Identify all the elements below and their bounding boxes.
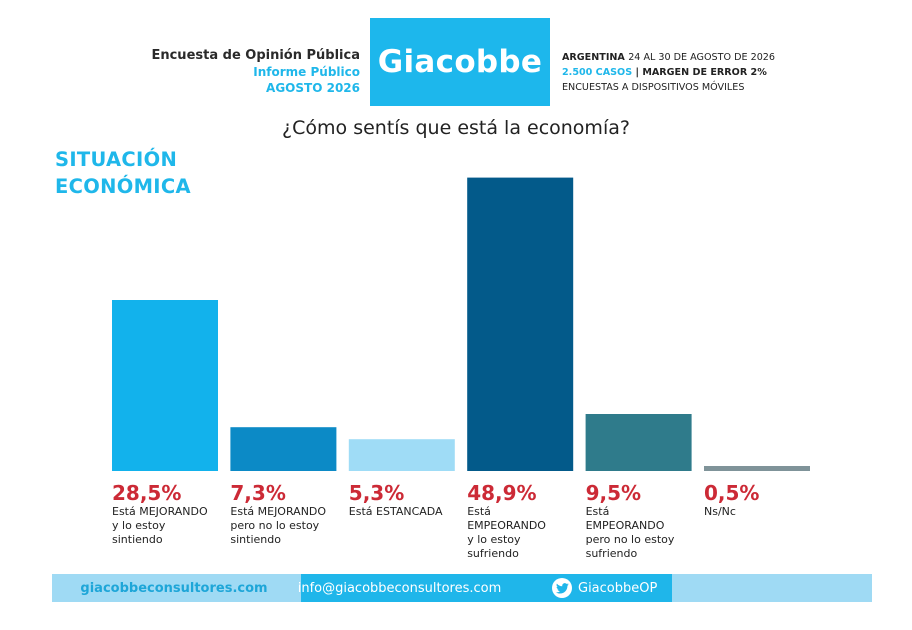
cases: 2.500 CASOS — [562, 67, 633, 78]
category-label-6: Ns/Nc — [704, 505, 736, 518]
website-link[interactable]: giacobbeconsultores.com — [80, 580, 268, 596]
category-label-2: Está MEJORANDO pero no lo estoy sintiend… — [230, 505, 327, 546]
value-label-2: 7,3% — [230, 481, 286, 505]
footer: giacobbeconsultores.com info@giacobbecon… — [52, 574, 872, 602]
section-title: SITUACIÓN ECONÓMICA — [55, 146, 191, 200]
section-title-line-2: ECONÓMICA — [55, 175, 191, 198]
report-type: Informe Público — [253, 65, 360, 79]
bar-label-3: 5,3% Está ESTANCADA — [349, 482, 467, 519]
field-dates: 24 AL 30 DE AGOSTO DE 2026 — [628, 52, 776, 63]
bar-label-4: 48,9% Está EMPEORANDO y lo estoy sufriend… — [467, 482, 585, 561]
value-label-1: 28,5% — [112, 481, 182, 505]
bar-chart — [112, 177, 810, 471]
bar-3 — [348, 439, 455, 471]
email-link[interactable]: info@giacobbeconsultores.com — [297, 574, 588, 602]
value-label-6: 0,5% — [704, 481, 760, 505]
category-label-3: Está ESTANCADA — [348, 505, 443, 518]
bar-label-5: 9,5% Está EMPEORANDO pero no lo estoy suf… — [586, 482, 704, 561]
bar-5 — [585, 414, 692, 471]
bar-label-6: 0,5% Ns/Nc — [704, 482, 822, 519]
report-date: AGOSTO 2026 — [266, 81, 360, 95]
bar-label-2: 7,3% Está MEJORANDO pero no lo estoy sint… — [230, 482, 348, 547]
bar-6 — [704, 466, 810, 471]
value-label-4: 48,9% — [467, 481, 537, 505]
survey-title: Encuesta de Opinión Pública — [151, 48, 360, 63]
bar-4 — [467, 177, 574, 471]
category-label-1: Está MEJORANDO y lo estoy sintiendo — [112, 505, 208, 546]
header-right: ARGENTINA 24 AL 30 DE AGOSTO DE 2026 2.5… — [562, 52, 776, 93]
margin-of-error: MARGEN DE ERROR 2% — [642, 67, 767, 78]
question: ¿Cómo sentís que está la economía? — [282, 117, 630, 139]
section-title-line-1: SITUACIÓN — [55, 148, 178, 171]
brand-logo: Giacobbe — [370, 18, 550, 106]
twitter-bird-icon — [552, 578, 572, 598]
value-label-5: 9,5% — [585, 481, 642, 505]
twitter-handle: GiacobbeOP — [578, 580, 658, 596]
bar-label-1: 28,5% Está MEJORANDO y lo estoy sintiendo — [112, 482, 230, 547]
category-label-4: Está EMPEORANDO y lo estoy sufriendo — [467, 505, 546, 560]
country: ARGENTINA — [562, 52, 625, 63]
survey-method: ENCUESTAS A DISPOSITIVOS MÓVILES — [562, 82, 745, 93]
category-label-5: Está EMPEORANDO pero no lo estoy sufrien… — [585, 505, 675, 560]
email-text: info@giacobbeconsultores.com — [297, 580, 502, 596]
twitter-link[interactable]: GiacobbeOP — [544, 574, 672, 602]
bar-1 — [112, 300, 218, 471]
value-label-3: 5,3% — [348, 481, 405, 505]
header-left: Encuesta de Opinión Pública Informe Públ… — [151, 48, 360, 96]
bar-2 — [230, 427, 337, 471]
